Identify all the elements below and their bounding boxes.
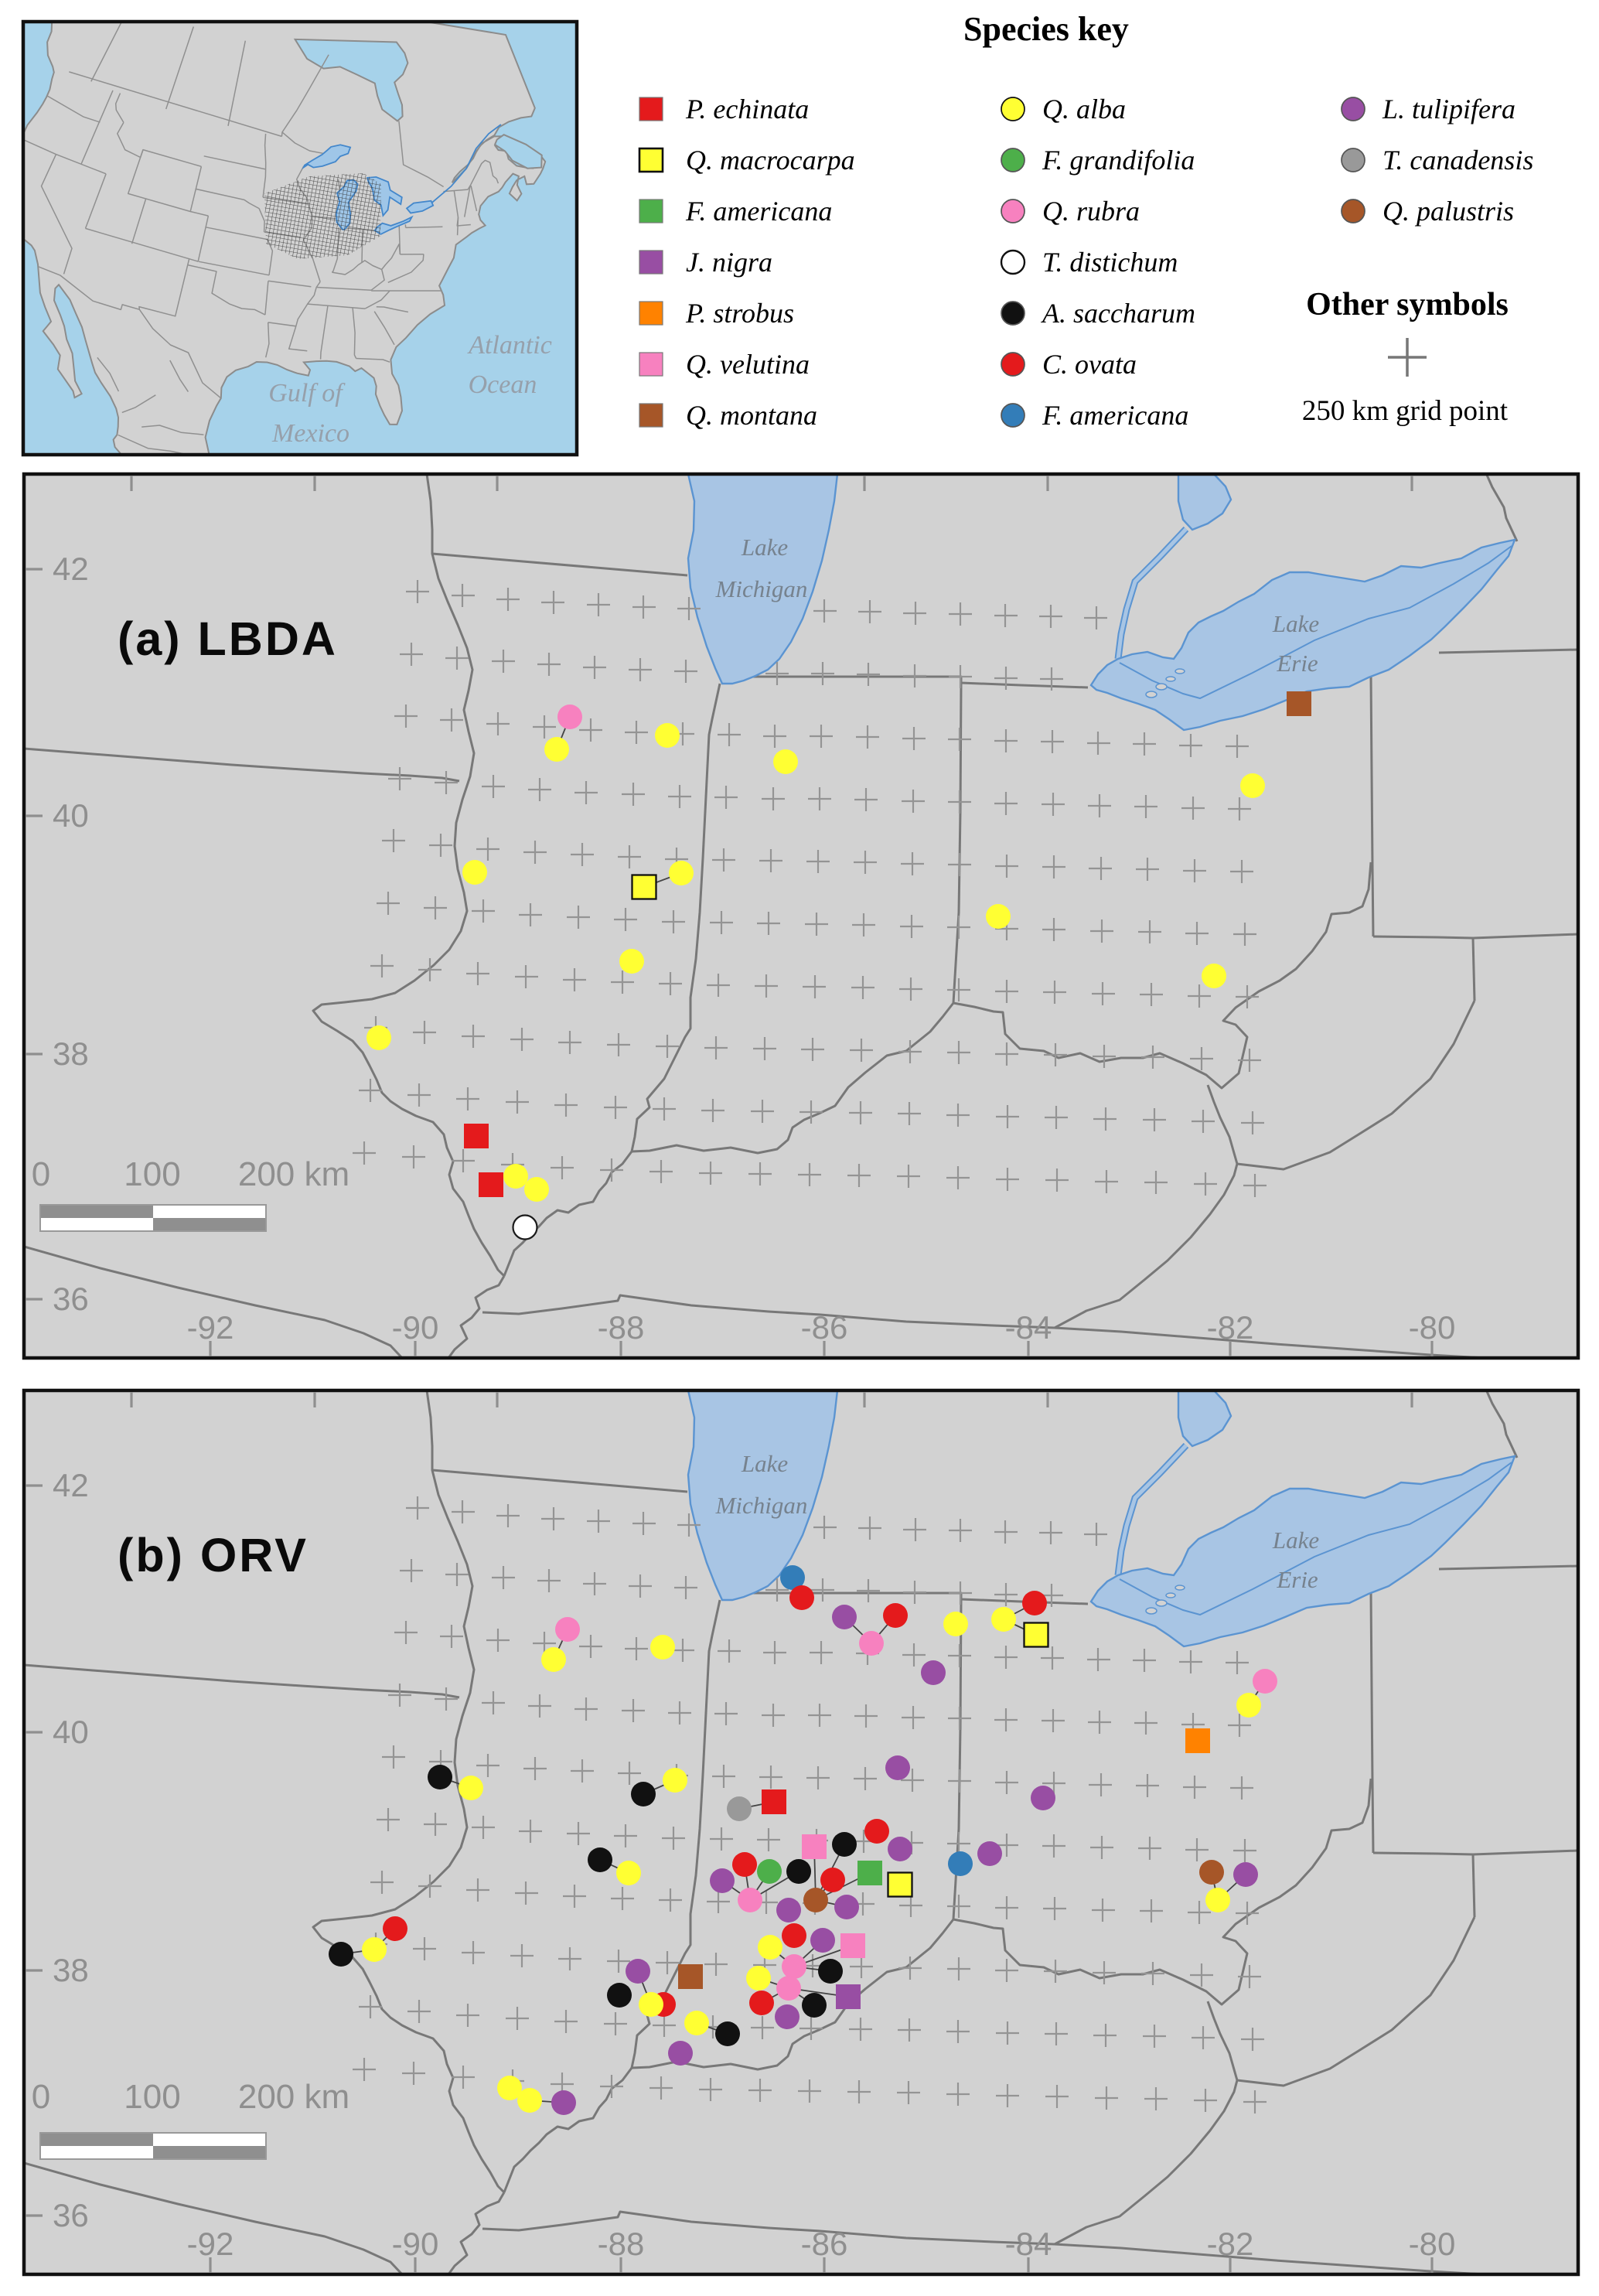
svg-text:38: 38 (53, 1035, 89, 1072)
svg-text:Lake: Lake (1272, 1527, 1320, 1554)
svg-text:-84: -84 (1005, 2226, 1052, 2262)
svg-text:-82: -82 (1207, 2226, 1254, 2262)
svg-text:T. distichum: T. distichum (1042, 247, 1178, 278)
svg-text:-80: -80 (1409, 1309, 1456, 1346)
svg-text:Q. macrocarpa: Q. macrocarpa (686, 145, 855, 176)
svg-text:-88: -88 (598, 2226, 645, 2262)
svg-text:100: 100 (124, 1155, 180, 1193)
svg-text:T. canadensis: T. canadensis (1383, 145, 1533, 176)
svg-text:-90: -90 (392, 2226, 439, 2262)
svg-text:-86: -86 (801, 2226, 848, 2262)
svg-text:0: 0 (32, 1155, 50, 1193)
svg-text:-82: -82 (1207, 1309, 1254, 1346)
svg-text:38: 38 (53, 1952, 89, 1988)
svg-text:36: 36 (53, 2197, 89, 2233)
svg-text:36: 36 (53, 1281, 89, 1317)
svg-text:200 km: 200 km (238, 2078, 349, 2116)
svg-text:-80: -80 (1409, 2226, 1456, 2262)
svg-text:100: 100 (124, 2078, 180, 2116)
svg-text:0: 0 (32, 2078, 50, 2116)
svg-text:-88: -88 (598, 1309, 645, 1346)
svg-text:Q. velutina: Q. velutina (686, 349, 810, 380)
svg-text:-92: -92 (187, 2226, 234, 2262)
svg-text:40: 40 (53, 1714, 89, 1750)
svg-text:Q. montana: Q. montana (686, 400, 817, 431)
svg-text:Lake: Lake (741, 1450, 789, 1477)
svg-text:40: 40 (53, 797, 89, 834)
svg-text:(b) ORV: (b) ORV (118, 1529, 309, 1581)
svg-text:42: 42 (53, 1467, 89, 1503)
svg-text:(a) LBDA: (a) LBDA (118, 612, 338, 665)
svg-text:Mexico: Mexico (271, 419, 349, 448)
svg-text:-84: -84 (1005, 1309, 1052, 1346)
svg-text:Erie: Erie (1276, 1566, 1318, 1593)
svg-text:P. echinata: P. echinata (685, 94, 809, 125)
svg-text:-86: -86 (801, 1309, 848, 1346)
svg-text:Michigan: Michigan (715, 1492, 808, 1519)
svg-text:Gulf of: Gulf of (268, 379, 346, 408)
svg-text:-90: -90 (392, 1309, 439, 1346)
svg-text:Atlantic: Atlantic (467, 331, 552, 360)
svg-text:Other symbols: Other symbols (1306, 287, 1509, 322)
svg-text:Q. alba: Q. alba (1042, 94, 1126, 125)
svg-text:F. grandifolia: F. grandifolia (1042, 145, 1195, 176)
svg-text:Species key: Species key (963, 10, 1129, 48)
svg-text:200 km: 200 km (238, 1155, 349, 1193)
svg-text:P. strobus: P. strobus (685, 298, 794, 329)
svg-text:Q. palustris: Q. palustris (1383, 196, 1514, 227)
svg-text:42: 42 (53, 551, 89, 587)
svg-text:250 km grid point: 250 km grid point (1302, 395, 1509, 427)
svg-text:J. nigra: J. nigra (686, 247, 772, 278)
svg-text:A. saccharum: A. saccharum (1041, 298, 1195, 329)
svg-text:L. tulipifera: L. tulipifera (1382, 94, 1515, 125)
svg-text:Michigan: Michigan (715, 575, 808, 602)
svg-text:Ocean: Ocean (469, 370, 537, 399)
svg-text:Lake: Lake (741, 534, 789, 561)
svg-text:C. ovata: C. ovata (1042, 349, 1137, 380)
svg-text:Lake: Lake (1272, 610, 1320, 637)
svg-text:-92: -92 (187, 1309, 234, 1346)
svg-text:Q. rubra: Q. rubra (1042, 196, 1140, 227)
svg-text:Erie: Erie (1276, 650, 1318, 677)
svg-text:F. americana: F. americana (1042, 400, 1188, 431)
svg-text:F. americana: F. americana (685, 196, 832, 227)
